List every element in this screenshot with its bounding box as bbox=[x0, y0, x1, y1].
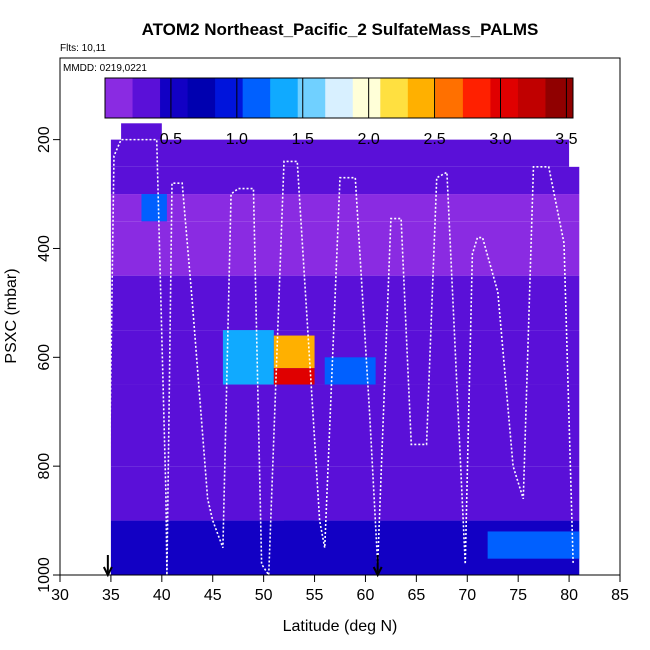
x-tick-label: 65 bbox=[407, 587, 425, 604]
colorbar-tick-label: 2.0 bbox=[358, 131, 380, 148]
heatmap-cell bbox=[110, 466, 580, 521]
colorbar-tick-label: 3.0 bbox=[489, 131, 511, 148]
x-tick-label: 80 bbox=[560, 587, 578, 604]
date-note: MMDD: 0219,0221 bbox=[63, 63, 147, 74]
heatmap-cell bbox=[110, 166, 580, 195]
heatmap-cell bbox=[222, 330, 274, 385]
plot-frame bbox=[59, 57, 621, 576]
x-tick-label: 75 bbox=[509, 587, 527, 604]
track-line bbox=[108, 138, 574, 578]
latitude-markers bbox=[102, 555, 383, 578]
x-tick-label: 45 bbox=[204, 587, 222, 604]
colorbar-swatch bbox=[297, 78, 326, 118]
colorbar-swatch bbox=[215, 78, 244, 118]
colorbar-swatch bbox=[132, 78, 161, 118]
x-tick-label: 35 bbox=[102, 587, 120, 604]
colorbar-frame bbox=[104, 77, 574, 119]
heatmap-cell bbox=[110, 275, 580, 331]
colorbar-swatch bbox=[242, 78, 271, 118]
y-tick-label: 400 bbox=[36, 235, 53, 262]
y-axis-label: PSXC (mbar) bbox=[3, 268, 20, 363]
colorbar-swatch bbox=[435, 78, 464, 118]
flight-track bbox=[108, 138, 574, 578]
colorbar-swatch bbox=[187, 78, 216, 118]
colorbar-tick-label: 2.5 bbox=[423, 131, 445, 148]
colorbar-swatch bbox=[380, 78, 409, 118]
marker-arrow-head bbox=[372, 566, 383, 578]
heatmap-cell bbox=[121, 123, 162, 140]
colorbar-swatch bbox=[105, 78, 134, 118]
y-axis: 200 400 600 800 1000 bbox=[36, 126, 60, 593]
colorbar-swatch bbox=[545, 78, 574, 118]
heatmap-cells bbox=[110, 123, 580, 575]
y-tick-label: 800 bbox=[36, 453, 53, 480]
heatmap-cell bbox=[110, 384, 580, 467]
flights-note: Flts: 10,11 bbox=[60, 43, 106, 54]
x-tick-label: 70 bbox=[458, 587, 476, 604]
colorbar-swatch bbox=[160, 78, 189, 118]
colorbar-swatch bbox=[517, 78, 546, 118]
heatmap-cell bbox=[110, 139, 570, 167]
colorbar: 0.5 1.0 1.5 2.0 2.5 3.0 3.5 bbox=[104, 77, 578, 148]
colorbar-swatch bbox=[352, 78, 381, 118]
colorbar-swatch bbox=[407, 78, 436, 118]
y-tick-label: 200 bbox=[36, 126, 53, 153]
heatmap-cell bbox=[487, 531, 580, 559]
x-tick-label: 85 bbox=[611, 587, 629, 604]
colorbar-swatch bbox=[270, 78, 299, 118]
heatmap-cell bbox=[110, 221, 580, 276]
colorbar-tick-label: 0.5 bbox=[160, 131, 182, 148]
heatmap-cell bbox=[273, 335, 315, 369]
x-tick-label: 40 bbox=[153, 587, 171, 604]
colorbar-tick-label: 1.5 bbox=[292, 131, 314, 148]
colorbar-tick-label: 3.5 bbox=[555, 131, 577, 148]
x-axis: 30 35 40 45 50 55 60 65 70 75 80 85 bbox=[51, 575, 629, 604]
x-axis-label: Latitude (deg N) bbox=[283, 618, 398, 635]
heatmap-cell bbox=[110, 194, 580, 222]
y-tick-label: 600 bbox=[36, 344, 53, 371]
x-tick-label: 30 bbox=[51, 587, 69, 604]
colorbar-swatch bbox=[462, 78, 491, 118]
marker-arrow-head bbox=[102, 566, 113, 578]
chart-title: ATOM2 Northeast_Pacific_2 SulfateMass_PA… bbox=[142, 20, 539, 39]
x-tick-label: 60 bbox=[357, 587, 375, 604]
colorbar-swatch bbox=[490, 78, 519, 118]
x-tick-label: 55 bbox=[306, 587, 324, 604]
y-tick-label: 1000 bbox=[36, 557, 53, 593]
colorbar-tick-label: 1.0 bbox=[226, 131, 248, 148]
colorbar-swatch bbox=[325, 78, 354, 118]
x-tick-label: 50 bbox=[255, 587, 273, 604]
